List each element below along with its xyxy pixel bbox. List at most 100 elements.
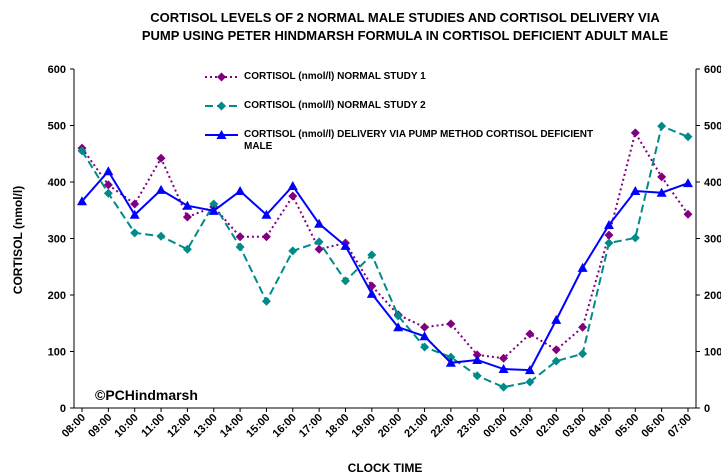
data-point: [657, 121, 667, 131]
data-point: [577, 262, 588, 272]
x-tick-label: 10:00: [112, 412, 140, 440]
data-point: [129, 209, 140, 219]
data-point: [446, 319, 456, 329]
data-point: [288, 191, 298, 201]
data-point: [683, 178, 693, 188]
y-tick-label: 400: [48, 177, 66, 189]
data-point: [261, 296, 271, 306]
y-tick-label: 0: [60, 403, 66, 415]
data-point: [420, 342, 430, 352]
data-point: [604, 238, 614, 248]
data-point: [683, 209, 693, 219]
y-tick-label: 100: [48, 347, 66, 359]
legend-label: CORTISOL (nmol/l) NORMAL STUDY 1: [244, 71, 426, 82]
x-tick-label: 06:00: [639, 412, 667, 440]
data-point: [103, 180, 113, 190]
data-point: [630, 186, 641, 196]
x-tick-label: 11:00: [139, 412, 167, 440]
x-tick-label: 14:00: [218, 412, 246, 440]
x-tick-label: 05:00: [613, 412, 641, 440]
data-point: [156, 184, 167, 194]
x-tick-label: 20:00: [376, 412, 404, 440]
data-point: [216, 130, 227, 139]
data-point: [156, 153, 166, 163]
data-point: [420, 322, 430, 332]
data-point: [551, 345, 561, 355]
y-axis-label: CORTISOL (nmol/l): [11, 186, 25, 294]
data-point: [208, 205, 219, 215]
x-tick-label: 17:00: [297, 412, 325, 440]
data-point: [217, 72, 226, 82]
data-point: [261, 232, 271, 242]
x-tick-label: 02:00: [534, 412, 562, 440]
data-point: [130, 199, 140, 209]
data-point: [630, 128, 640, 138]
data-point: [656, 187, 667, 197]
data-point: [103, 188, 113, 198]
data-point: [657, 172, 667, 182]
data-point: [551, 314, 562, 324]
data-point: [156, 231, 166, 241]
x-tick-label: 19:00: [350, 412, 378, 440]
chart-title: PUMP USING PETER HINDMARSH FORMULA IN CO…: [142, 28, 669, 43]
y-tick-label: 200: [48, 290, 66, 302]
data-point: [288, 246, 298, 256]
data-point: [472, 354, 483, 364]
data-point: [472, 371, 482, 381]
data-point: [630, 233, 640, 243]
data-point: [551, 356, 561, 366]
y-tick-label: 300: [48, 234, 66, 246]
series-line: [81, 124, 689, 389]
annotation: ©PCHindmarsh: [95, 387, 198, 403]
x-tick-label: 16:00: [271, 412, 299, 440]
data-point: [524, 365, 535, 375]
data-point: [499, 353, 509, 363]
legend-label: CORTISOL (nmol/l) DELIVERY VIA PUMP METH…: [244, 129, 594, 152]
data-point: [261, 209, 272, 219]
x-tick-label: 21:00: [402, 412, 430, 440]
data-point: [578, 349, 588, 359]
data-point: [287, 180, 298, 190]
data-point: [314, 244, 324, 254]
x-axis-label: CLOCK TIME: [348, 461, 423, 475]
data-point: [340, 240, 351, 250]
y2-tick-label: 200: [704, 290, 721, 302]
data-point: [603, 219, 614, 229]
x-tick-label: 09:00: [86, 412, 114, 440]
data-point: [393, 322, 404, 332]
data-point: [472, 350, 482, 360]
data-point: [498, 364, 509, 374]
data-point: [182, 212, 192, 222]
x-tick-label: 23:00: [455, 412, 483, 440]
data-point: [235, 186, 246, 196]
y2-tick-label: 600: [704, 64, 721, 76]
y2-tick-label: 100: [704, 347, 721, 359]
data-point: [367, 250, 377, 260]
data-point: [683, 132, 693, 142]
y-tick-label: 500: [48, 121, 66, 133]
chart-title: CORTISOL LEVELS OF 2 NORMAL MALE STUDIES…: [150, 10, 660, 25]
data-point: [525, 377, 535, 387]
y2-tick-label: 500: [704, 121, 721, 133]
data-point: [217, 101, 226, 111]
data-point: [604, 230, 614, 240]
data-point: [235, 242, 245, 252]
series-line: [81, 169, 689, 372]
y2-tick-label: 300: [704, 234, 721, 246]
y-tick-label: 600: [48, 64, 66, 76]
data-point: [235, 232, 245, 242]
data-point: [366, 288, 377, 298]
x-tick-label: 00:00: [481, 412, 509, 440]
data-point: [103, 166, 114, 176]
data-point: [445, 357, 456, 367]
x-tick-label: 12:00: [165, 412, 193, 440]
data-point: [393, 311, 403, 321]
x-tick-label: 04:00: [587, 412, 615, 440]
data-point: [209, 199, 219, 209]
data-point: [182, 244, 192, 254]
data-point: [182, 200, 193, 210]
data-point: [130, 228, 140, 238]
data-point: [77, 146, 87, 156]
